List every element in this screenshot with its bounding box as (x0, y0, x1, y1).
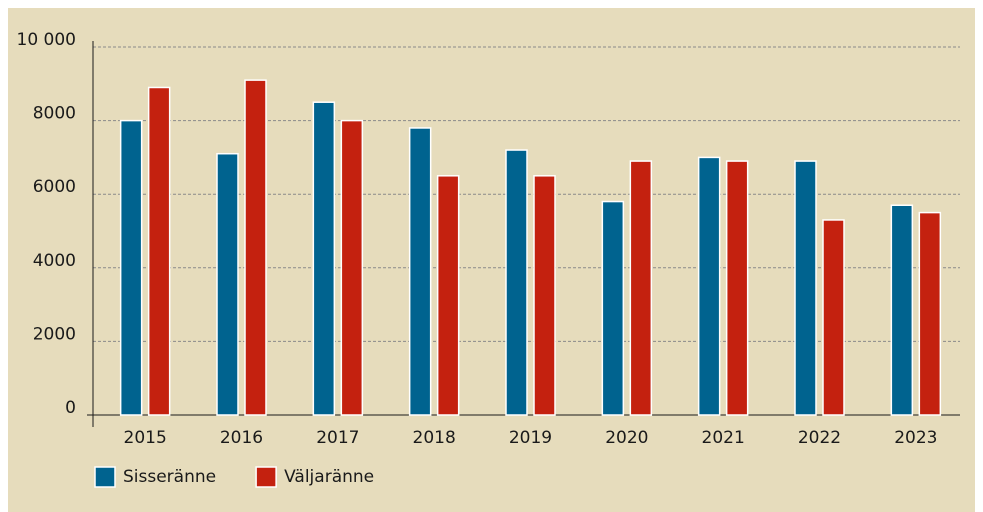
bar (436, 175, 460, 416)
bar (119, 119, 143, 416)
x-tick-label: 2015 (124, 428, 167, 448)
legend-swatch (255, 466, 277, 488)
x-tick-label: 2022 (798, 428, 841, 448)
y-tick-label: 2000 (33, 324, 76, 344)
x-tick-label: 2023 (894, 428, 937, 448)
y-tick-label: 8000 (33, 104, 76, 124)
bar (505, 149, 528, 416)
y-tick-label: 4000 (33, 251, 76, 271)
bar (533, 175, 556, 416)
legend-label: Väljaränne (284, 467, 374, 487)
bar (408, 127, 432, 416)
legend-label: Sisseränne (123, 467, 216, 487)
bar (890, 204, 914, 416)
bar (629, 160, 653, 416)
bar (794, 160, 817, 416)
bar (822, 219, 845, 416)
x-tick-label: 2017 (316, 428, 359, 448)
bar (244, 79, 267, 416)
bar (312, 101, 336, 416)
bar (216, 152, 239, 416)
y-tick-label: 10 000 (17, 30, 76, 50)
y-tick-label: 6000 (33, 177, 76, 197)
bar (601, 200, 625, 416)
bar (147, 86, 171, 416)
x-tick-label: 2020 (605, 428, 648, 448)
legend-swatch (94, 466, 116, 488)
x-tick-label: 2021 (702, 428, 745, 448)
x-tick-label: 2019 (509, 428, 552, 448)
x-tick-label: 2018 (413, 428, 456, 448)
x-tick-label: 2016 (220, 428, 263, 448)
y-tick-label: 0 (65, 398, 76, 418)
bar (340, 119, 364, 416)
bar (725, 160, 749, 416)
bar (918, 211, 942, 416)
bar (697, 156, 721, 416)
